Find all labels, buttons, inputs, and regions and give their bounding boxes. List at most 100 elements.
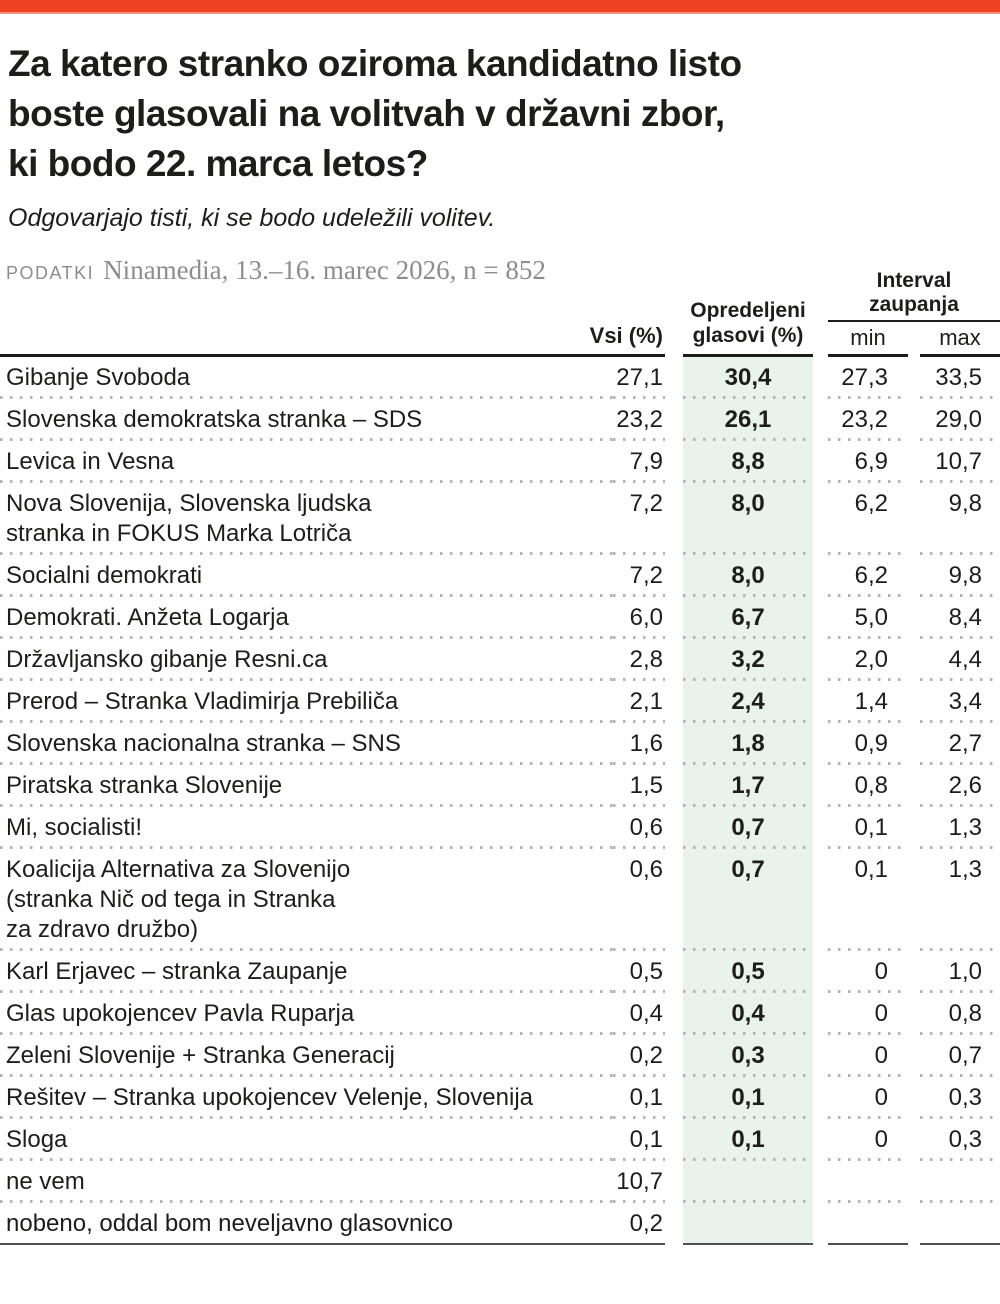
max-value: 1,0 xyxy=(920,951,1000,993)
table-row: Nova Slovenija, Slovenska ljudska strank… xyxy=(0,483,1000,555)
opredeljeni-value: 1,8 xyxy=(683,723,813,765)
min-value: 6,9 xyxy=(828,441,908,483)
vsi-value: 7,9 xyxy=(613,441,665,483)
party-name: Prerod – Stranka Vladimirja Prebiliča xyxy=(0,681,613,723)
min-value: 0 xyxy=(828,993,908,1035)
min-value: 0,9 xyxy=(828,723,908,765)
party-name: Demokrati. Anžeta Logarja xyxy=(0,597,613,639)
party-name: Rešitev – Stranka upokojencev Velenje, S… xyxy=(0,1077,613,1119)
vsi-value: 10,7 xyxy=(613,1161,665,1203)
vsi-value: 6,0 xyxy=(613,597,665,639)
opredeljeni-value: 0,5 xyxy=(683,951,813,993)
opredeljeni-value: 1,7 xyxy=(683,765,813,807)
column-header-vsi: Vsi (%) xyxy=(589,323,663,348)
opredeljeni-value xyxy=(683,1161,813,1203)
table-row: ne vem 10,7 xyxy=(0,1161,1000,1203)
vsi-value: 0,6 xyxy=(613,849,665,951)
party-name: Zeleni Slovenije + Stranka Generacij xyxy=(0,1035,613,1077)
opredeljeni-value: 2,4 xyxy=(683,681,813,723)
max-value: 10,7 xyxy=(920,441,1000,483)
party-name: Socialni demokrati xyxy=(0,555,613,597)
table-header-left: PODATKI Ninamedia, 13.–16. marec 2026, n… xyxy=(0,255,665,357)
vsi-value: 0,6 xyxy=(613,807,665,849)
max-value: 1,3 xyxy=(920,807,1000,849)
min-value xyxy=(828,1203,908,1245)
min-value: 1,4 xyxy=(828,681,908,723)
vsi-value: 2,1 xyxy=(613,681,665,723)
party-name: Karl Erjavec – stranka Zaupanje xyxy=(0,951,613,993)
min-value: 5,0 xyxy=(828,597,908,639)
table-row: Zeleni Slovenije + Stranka Generacij 0,2… xyxy=(0,1035,1000,1077)
min-value: 0 xyxy=(828,1035,908,1077)
source-label: PODATKI xyxy=(6,263,95,283)
party-name: Koalicija Alternativa za Slovenijo (stra… xyxy=(0,849,613,951)
max-value: 2,6 xyxy=(920,765,1000,807)
column-header-opredeljeni: Opredeljeni glasovi (%) xyxy=(683,298,813,357)
party-name: nobeno, oddal bom neveljavno glasovnico xyxy=(0,1203,613,1245)
party-name: Nova Slovenija, Slovenska ljudska strank… xyxy=(0,483,613,555)
vsi-value: 0,1 xyxy=(613,1119,665,1161)
max-value: 1,3 xyxy=(920,849,1000,951)
min-value: 0 xyxy=(828,1077,908,1119)
table-row: Slovenska demokratska stranka – SDS 23,2… xyxy=(0,399,1000,441)
opredeljeni-value: 26,1 xyxy=(683,399,813,441)
party-name: Levica in Vesna xyxy=(0,441,613,483)
party-name: Glas upokojencev Pavla Ruparja xyxy=(0,993,613,1035)
max-value: 29,0 xyxy=(920,399,1000,441)
table-row: Slovenska nacionalna stranka – SNS 1,6 1… xyxy=(0,723,1000,765)
table-row: nobeno, oddal bom neveljavno glasovnico … xyxy=(0,1203,1000,1245)
party-name: Gibanje Svoboda xyxy=(0,357,613,399)
vsi-value: 0,5 xyxy=(613,951,665,993)
min-value: 0,1 xyxy=(828,807,908,849)
opredeljeni-value: 0,3 xyxy=(683,1035,813,1077)
vsi-value: 0,4 xyxy=(613,993,665,1035)
data-source: PODATKI Ninamedia, 13.–16. marec 2026, n… xyxy=(0,255,665,286)
column-header-max: max xyxy=(920,322,1000,357)
vsi-value: 1,5 xyxy=(613,765,665,807)
max-value: 0,7 xyxy=(920,1035,1000,1077)
table-row: Državljansko gibanje Resni.ca 2,8 3,2 2,… xyxy=(0,639,1000,681)
page-title: Za katero stranko oziroma kandidatno lis… xyxy=(8,43,742,184)
party-name: Državljansko gibanje Resni.ca xyxy=(0,639,613,681)
opredeljeni-value: 0,7 xyxy=(683,807,813,849)
top-accent-bar xyxy=(0,0,1000,14)
max-value xyxy=(920,1203,1000,1245)
table-body: Gibanje Svoboda 27,1 30,4 27,3 33,5 Slov… xyxy=(0,357,1000,1245)
min-value: 0,1 xyxy=(828,849,908,951)
party-name: ne vem xyxy=(0,1161,613,1203)
party-name: Slovenska demokratska stranka – SDS xyxy=(0,399,613,441)
max-value: 3,4 xyxy=(920,681,1000,723)
table-row: Demokrati. Anžeta Logarja 6,0 6,7 5,0 8,… xyxy=(0,597,1000,639)
party-name: Sloga xyxy=(0,1119,613,1161)
opredeljeni-value: 8,8 xyxy=(683,441,813,483)
table-row: Sloga 0,1 0,1 0 0,3 xyxy=(0,1119,1000,1161)
source-text: Ninamedia, 13.–16. marec 2026, n = 852 xyxy=(103,255,546,285)
column-header-interval-group: Interval zaupanja min max xyxy=(828,269,1000,357)
party-name: Mi, socialisti! xyxy=(0,807,613,849)
table-row: Piratska stranka Slovenije 1,5 1,7 0,8 2… xyxy=(0,765,1000,807)
opredeljeni-value: 30,4 xyxy=(683,357,813,399)
table-row: Gibanje Svoboda 27,1 30,4 27,3 33,5 xyxy=(0,357,1000,399)
opredeljeni-value: 8,0 xyxy=(683,483,813,555)
max-value: 0,8 xyxy=(920,993,1000,1035)
min-value: 6,2 xyxy=(828,555,908,597)
min-value: 0 xyxy=(828,1119,908,1161)
min-value: 0,8 xyxy=(828,765,908,807)
max-value: 4,4 xyxy=(920,639,1000,681)
max-value: 9,8 xyxy=(920,555,1000,597)
opredeljeni-value: 8,0 xyxy=(683,555,813,597)
table-row: Prerod – Stranka Vladimirja Prebiliča 2,… xyxy=(0,681,1000,723)
opredeljeni-value: 6,7 xyxy=(683,597,813,639)
opredeljeni-value: 3,2 xyxy=(683,639,813,681)
min-value xyxy=(828,1161,908,1203)
min-value: 27,3 xyxy=(828,357,908,399)
min-value: 2,0 xyxy=(828,639,908,681)
opredeljeni-value: 0,4 xyxy=(683,993,813,1035)
min-value: 23,2 xyxy=(828,399,908,441)
vsi-value: 7,2 xyxy=(613,555,665,597)
table-row: Mi, socialisti! 0,6 0,7 0,1 1,3 xyxy=(0,807,1000,849)
vsi-value: 1,6 xyxy=(613,723,665,765)
column-header-min: min xyxy=(828,322,908,357)
minmax-header-row: min max xyxy=(828,322,1000,357)
max-value: 8,4 xyxy=(920,597,1000,639)
